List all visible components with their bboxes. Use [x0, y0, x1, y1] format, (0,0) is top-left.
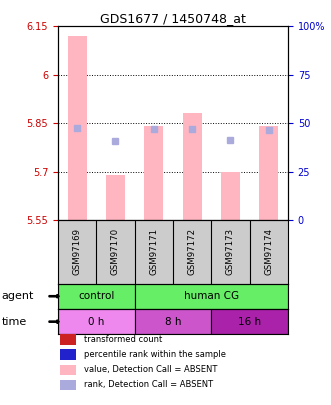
Text: time: time: [2, 317, 27, 327]
Text: 8 h: 8 h: [165, 317, 181, 327]
Bar: [182, 113, 202, 220]
Bar: [144, 126, 164, 220]
Bar: [60, 335, 76, 345]
Text: transformed count: transformed count: [84, 335, 163, 344]
Bar: [58, 284, 135, 309]
Text: GSM97169: GSM97169: [72, 228, 82, 275]
Text: agent: agent: [2, 291, 34, 301]
Bar: [60, 364, 76, 375]
Bar: [106, 175, 125, 220]
Bar: [60, 350, 76, 360]
Bar: [259, 126, 278, 220]
Bar: [135, 284, 288, 309]
Bar: [211, 309, 288, 335]
Text: GSM97171: GSM97171: [149, 228, 158, 275]
Text: 16 h: 16 h: [238, 317, 261, 327]
Text: 0 h: 0 h: [88, 317, 105, 327]
Text: GSM97174: GSM97174: [264, 228, 273, 275]
Text: value, Detection Call = ABSENT: value, Detection Call = ABSENT: [84, 365, 218, 374]
Title: GDS1677 / 1450748_at: GDS1677 / 1450748_at: [100, 12, 246, 25]
Bar: [60, 380, 76, 390]
Text: percentile rank within the sample: percentile rank within the sample: [84, 350, 226, 359]
Bar: [58, 309, 135, 335]
Text: rank, Detection Call = ABSENT: rank, Detection Call = ABSENT: [84, 380, 213, 389]
Bar: [135, 309, 211, 335]
Bar: [68, 36, 87, 220]
Text: control: control: [78, 291, 115, 301]
Text: GSM97173: GSM97173: [226, 228, 235, 275]
Bar: [221, 172, 240, 220]
Text: GSM97170: GSM97170: [111, 228, 120, 275]
Text: GSM97172: GSM97172: [188, 228, 197, 275]
Text: human CG: human CG: [184, 291, 239, 301]
